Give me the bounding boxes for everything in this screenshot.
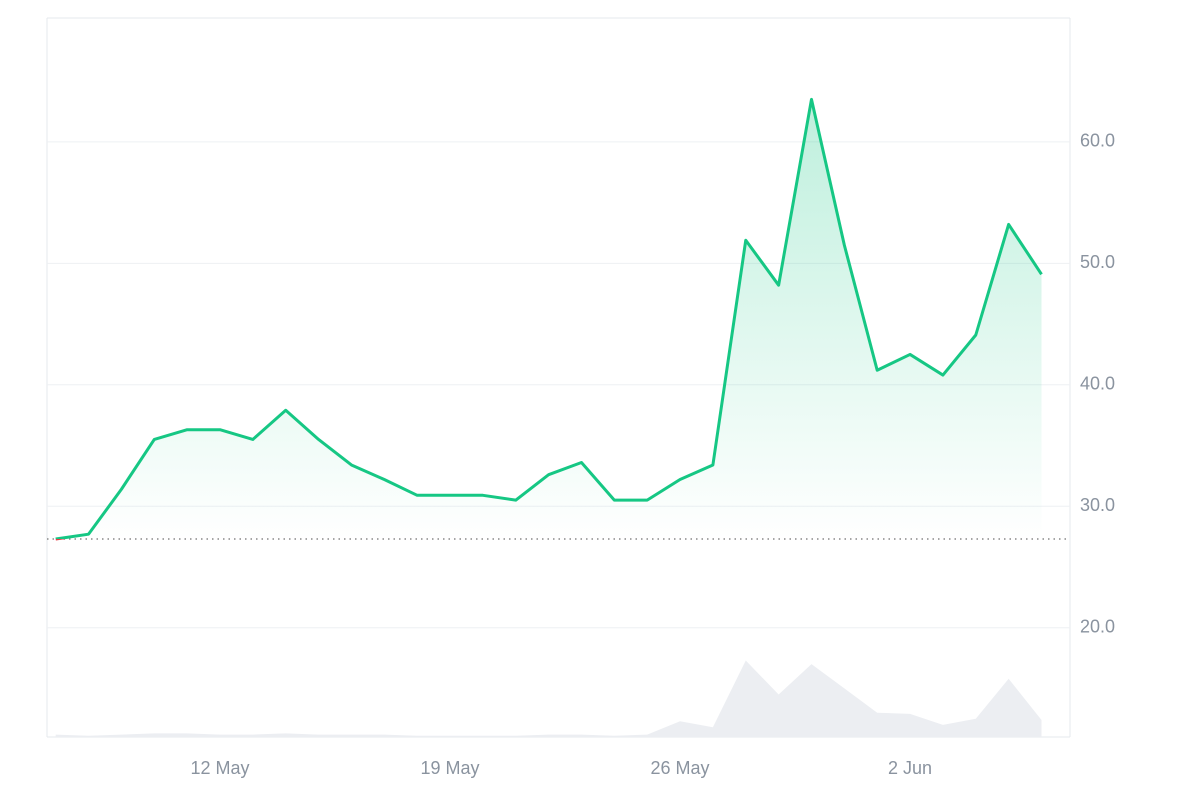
y-tick-label: 30.0 bbox=[1080, 495, 1115, 515]
y-tick-label: 40.0 bbox=[1080, 374, 1115, 394]
area-fill bbox=[55, 99, 1042, 540]
x-tick-label: 19 May bbox=[421, 758, 480, 778]
y-tick-label: 60.0 bbox=[1080, 131, 1115, 151]
y-tick-label: 20.0 bbox=[1080, 616, 1115, 636]
x-tick-label: 26 May bbox=[651, 758, 710, 778]
y-tick-label: 50.0 bbox=[1080, 252, 1115, 272]
price-line bbox=[55, 97, 1043, 540]
volume-area bbox=[55, 660, 1042, 737]
x-tick-label: 12 May bbox=[190, 758, 249, 778]
x-tick-label: 2 Jun bbox=[888, 758, 932, 778]
